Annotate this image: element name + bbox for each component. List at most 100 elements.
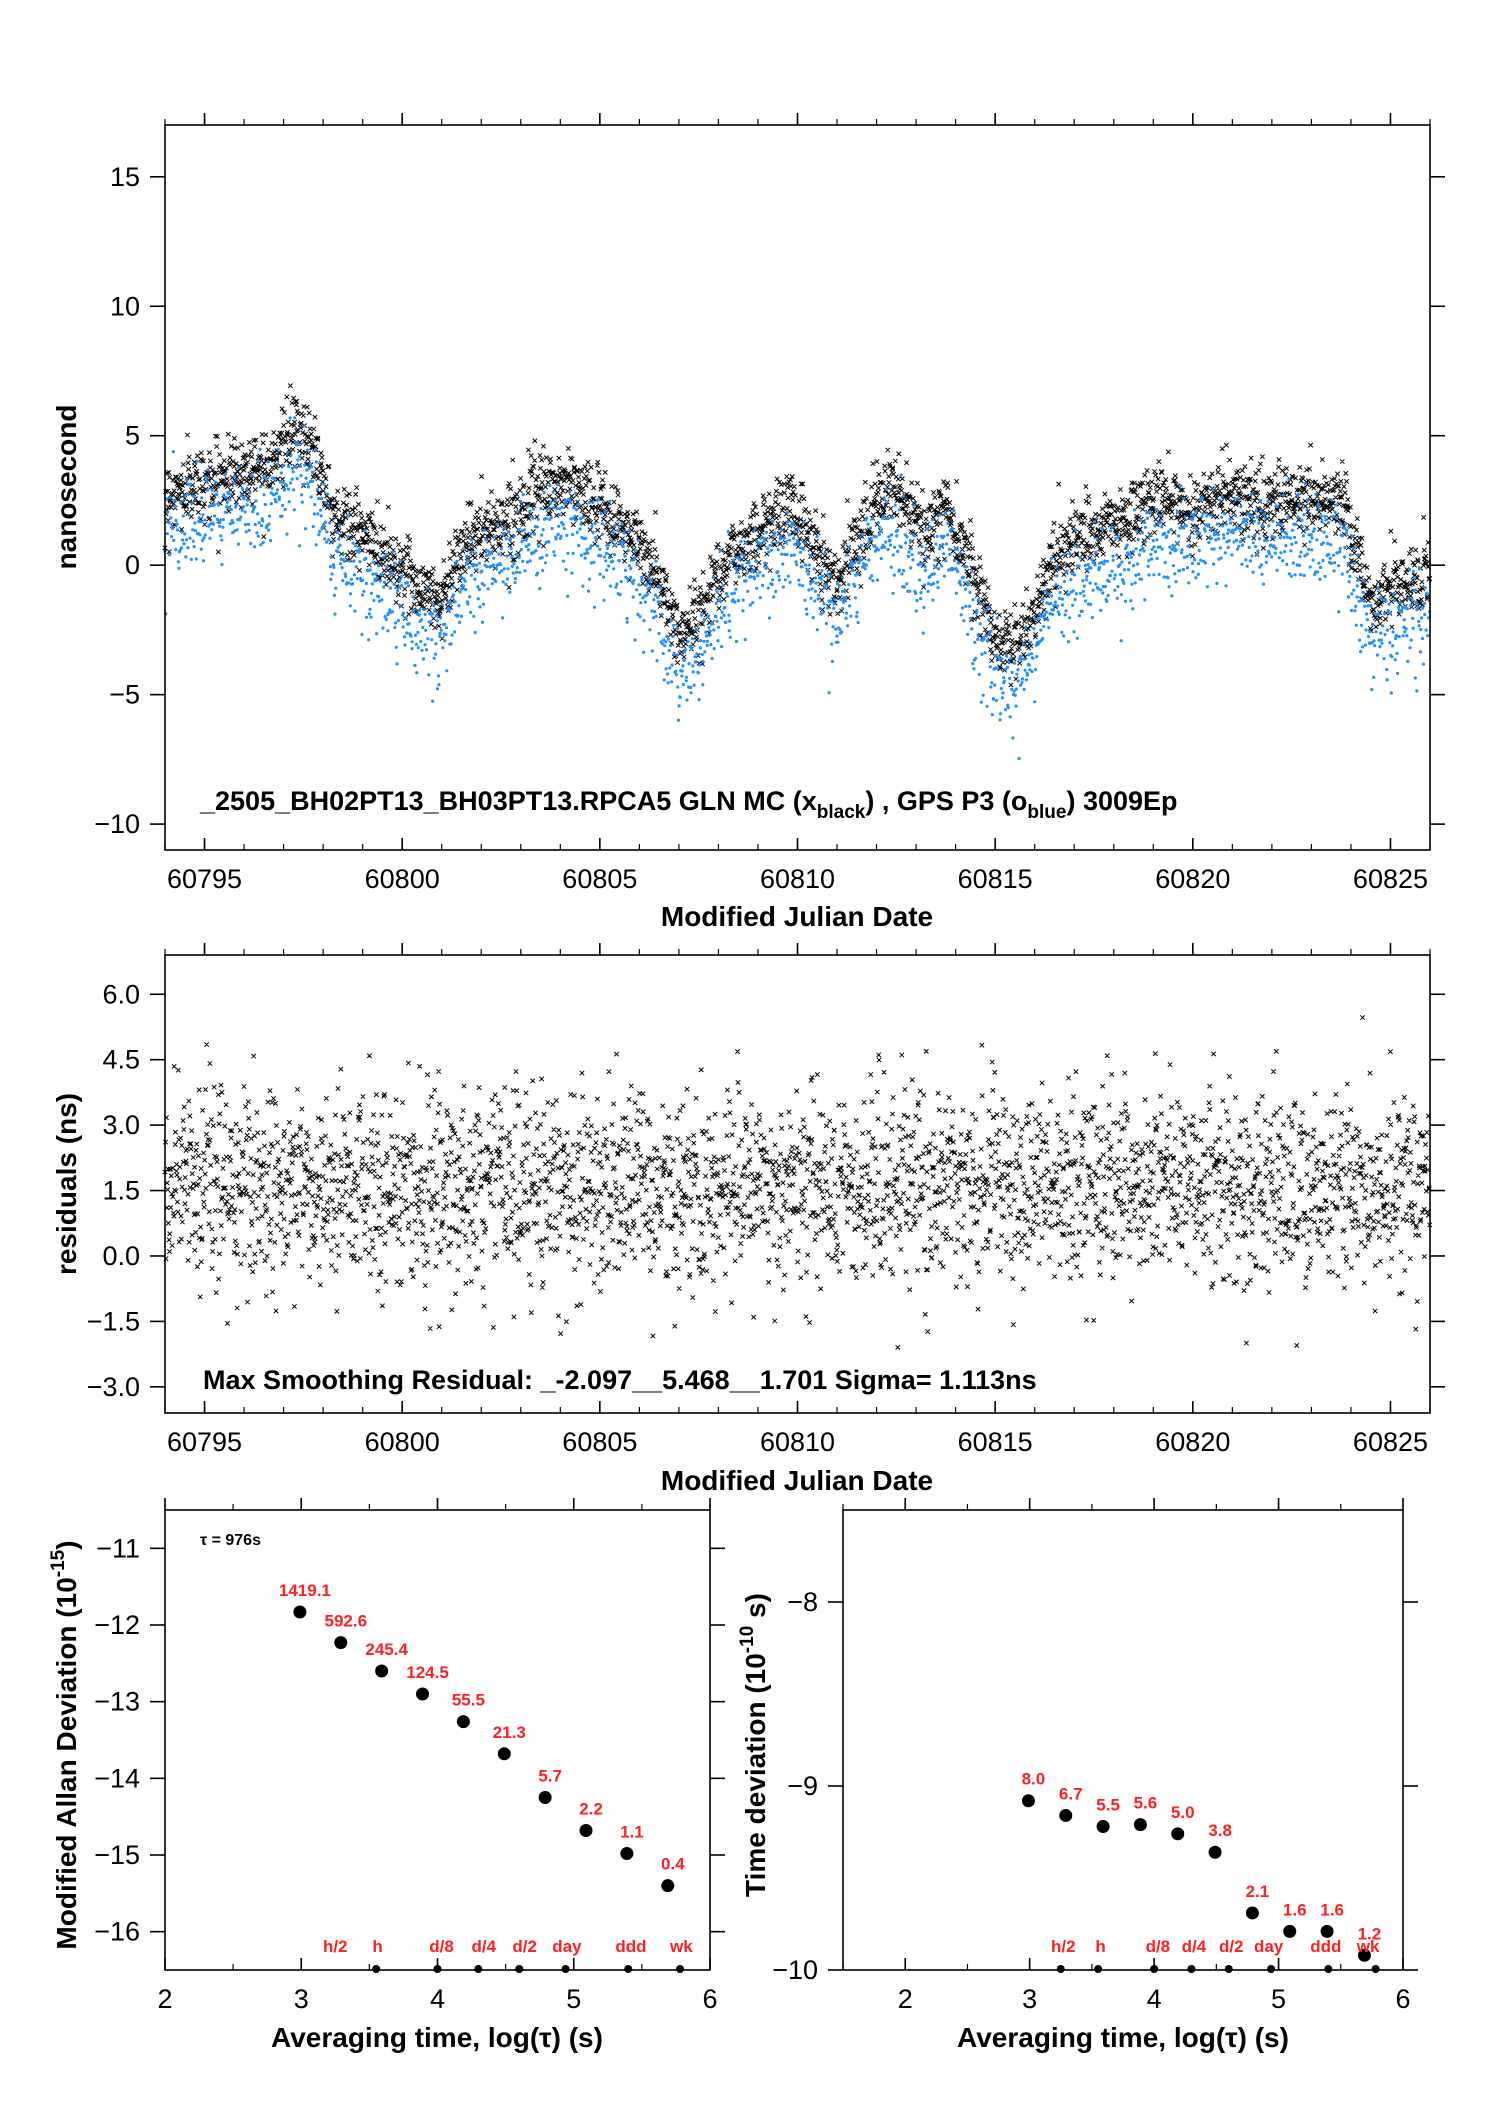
tdev-y-label-main: Time deviation (10 — [740, 1653, 771, 1897]
y-tick-label: −13 — [94, 1687, 140, 1717]
y-tick-label: −9 — [787, 1771, 818, 1801]
mdev-plot-frame — [164, 1509, 711, 1971]
y-tick-label: 0 — [125, 550, 140, 580]
mdev-panel: 1419.1 592.6 245.4 124.555.5 21.3 5.7 2.2 1.1 0.… — [48, 1498, 725, 2053]
x-tick-label: 60815 — [958, 1427, 1033, 1457]
y-tick-label: 1.5 — [102, 1176, 140, 1206]
y-tick-label: −10 — [94, 809, 140, 839]
tdev-point — [1096, 1819, 1110, 1833]
y-tick-label: −10 — [772, 1955, 818, 1985]
tdev-point — [1320, 1924, 1334, 1938]
y-tick-label: −1.5 — [87, 1306, 140, 1336]
x-tick-label: 2 — [898, 1984, 913, 2014]
mdev-point — [334, 1636, 348, 1650]
mdev-point — [416, 1687, 430, 1701]
mdev-point — [538, 1791, 552, 1804]
mdev-point — [293, 1605, 307, 1619]
y-tick-label: −14 — [94, 1763, 140, 1793]
y-tick-label: 10 — [110, 291, 140, 321]
mdev-value-label: 1.1 — [620, 1822, 644, 1841]
tdev-time-marker — [1324, 1965, 1333, 1973]
tdev-point — [1133, 1818, 1147, 1832]
x-tick-label: 60810 — [760, 1427, 835, 1457]
mdev-value-label: 1419.1 — [279, 1581, 331, 1600]
x-tick-label: 3 — [1022, 1984, 1037, 2014]
phase-panel: 60795 60800 60805 60810 60815 60820 60825 15 10 5… — [51, 113, 1445, 932]
mdev-value-label: 5.7 — [538, 1767, 562, 1786]
phase-annotation-tail: ) 3009Ep — [1066, 786, 1177, 816]
phase-annotation-sub-black: black — [817, 802, 866, 823]
tdev-time-marker — [1224, 1965, 1233, 1973]
x-tick-label: 60820 — [1155, 864, 1230, 894]
x-tick-label: 5 — [1271, 1984, 1286, 2014]
mdev-time-marker — [676, 1965, 685, 1973]
mdev-x-axis-label: Averaging time, log(τ) (s) — [271, 2022, 603, 2053]
y-tick-label: −5 — [109, 680, 140, 710]
tdev-time-marker-label: ddd — [1310, 1937, 1341, 1956]
mdev-time-marker-label: d/2 — [512, 1937, 537, 1956]
y-tick-label: −8 — [787, 1587, 818, 1617]
mdev-value-label: 592.6 — [324, 1612, 367, 1631]
y-tick-label: 4.5 — [102, 1045, 140, 1075]
mdev-value-label: 245.4 — [365, 1640, 408, 1659]
tdev-time-marker-label: d/4 — [1182, 1937, 1207, 1956]
mdev-time-marker — [474, 1965, 483, 1973]
mdev-y-label-main: Modified Allan Deviation (10 — [51, 1577, 82, 1949]
mdev-value-label: 21.3 — [493, 1723, 526, 1742]
x-tick-label: 60825 — [1353, 1427, 1428, 1457]
tdev-value-label: 6.7 — [1059, 1784, 1083, 1803]
tdev-time-marker — [1187, 1965, 1196, 1973]
mdev-y-label-tail: ) — [51, 1540, 82, 1549]
x-tick-label: 6 — [1395, 1984, 1410, 2014]
x-tick-label: 6 — [702, 1984, 717, 2014]
mdev-time-marker — [561, 1965, 570, 1973]
tdev-y-label-sup: -10 — [737, 1626, 758, 1653]
y-tick-label: −15 — [94, 1840, 140, 1870]
mdev-time-marker-label: h/2 — [323, 1937, 348, 1956]
tdev-value-label: 5.0 — [1171, 1803, 1195, 1822]
x-tick-label: 4 — [1147, 1984, 1162, 2014]
residuals-axes: 60795 60800 60805 60810 60815 60820 60825 6.0 4.… — [87, 943, 1445, 1457]
mdev-point — [620, 1846, 634, 1860]
y-tick-label: 5 — [125, 421, 140, 451]
x-tick-label: 60815 — [958, 864, 1033, 894]
y-tick-label: −3.0 — [87, 1372, 140, 1402]
x-tick-label: 60795 — [167, 1427, 242, 1457]
tdev-value-label: 5.5 — [1096, 1795, 1120, 1814]
x-tick-label: 60795 — [167, 864, 242, 894]
mdev-point — [456, 1715, 470, 1729]
tdev-value-label: 1.2 — [1358, 1924, 1382, 1943]
mdev-point — [375, 1664, 389, 1678]
y-tick-label: 0.0 — [102, 1241, 140, 1271]
y-tick-label: 3.0 — [102, 1110, 140, 1140]
mdev-data-points: 1419.1 592.6 245.4 124.555.5 21.3 5.7 2.2 1.1 0.… — [279, 1581, 693, 1973]
mdev-time-marker — [515, 1965, 524, 1973]
phase-annotation: _2505_BH02PT13_BH03PT13.RPCA5 GLN MC (xb… — [199, 786, 1178, 823]
mdev-axes: 2 3 4 5 6 −11 −12 −13 −14 −15 −16 — [94, 1498, 725, 2014]
residuals-plot-frame — [164, 954, 1431, 1414]
mdev-value-label: 55.5 — [452, 1691, 485, 1710]
tdev-time-marker-label: h — [1095, 1937, 1105, 1956]
tdev-x-axis-label: Averaging time, log(τ) (s) — [957, 2022, 1289, 2053]
x-tick-label: 3 — [294, 1984, 309, 2014]
mdev-time-marker — [624, 1965, 633, 1973]
tdev-time-marker-label: h/2 — [1051, 1937, 1076, 1956]
tdev-y-axis-label: Time deviation (10-10 s) — [737, 1593, 771, 1897]
mdev-tau-note: τ = 976s — [200, 1532, 261, 1549]
mdev-time-marker-label: h — [372, 1937, 382, 1956]
tdev-plot-frame — [842, 1509, 1404, 1971]
phase-annotation-mid: ) , GPS P3 (o — [865, 786, 1027, 816]
x-tick-label: 60800 — [365, 864, 440, 894]
tdev-value-label: 3.8 — [1208, 1821, 1232, 1840]
phase-x-axis-label: Modified Julian Date — [661, 901, 933, 932]
mdev-time-marker-label: d/8 — [429, 1937, 454, 1956]
x-tick-label: 2 — [157, 1984, 172, 2014]
residuals-y-axis-label: residuals (ns) — [51, 1093, 82, 1275]
mdev-time-marker-label: wk — [669, 1937, 693, 1956]
tdev-data-points: 8.0 6.7 5.5 5.6 5.0 3.8 2.1 1.6 1.6 1.2 h/2 h d/8 d/4… — [1021, 1770, 1382, 1973]
tdev-point — [1021, 1794, 1035, 1808]
residuals-panel: 60795 60800 60805 60810 60815 60820 60825 6.0 4.… — [51, 943, 1445, 1496]
tdev-point — [1208, 1845, 1222, 1859]
tdev-value-label: 2.1 — [1246, 1882, 1270, 1901]
tdev-time-marker — [1056, 1965, 1065, 1973]
